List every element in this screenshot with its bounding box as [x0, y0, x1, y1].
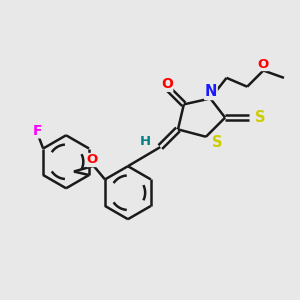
- Text: F: F: [32, 124, 42, 138]
- Text: O: O: [161, 77, 173, 91]
- Text: S: S: [255, 110, 266, 125]
- Text: S: S: [212, 134, 223, 149]
- Text: H: H: [140, 135, 151, 148]
- Text: O: O: [87, 154, 98, 166]
- Text: N: N: [205, 85, 217, 100]
- Text: O: O: [257, 58, 269, 70]
